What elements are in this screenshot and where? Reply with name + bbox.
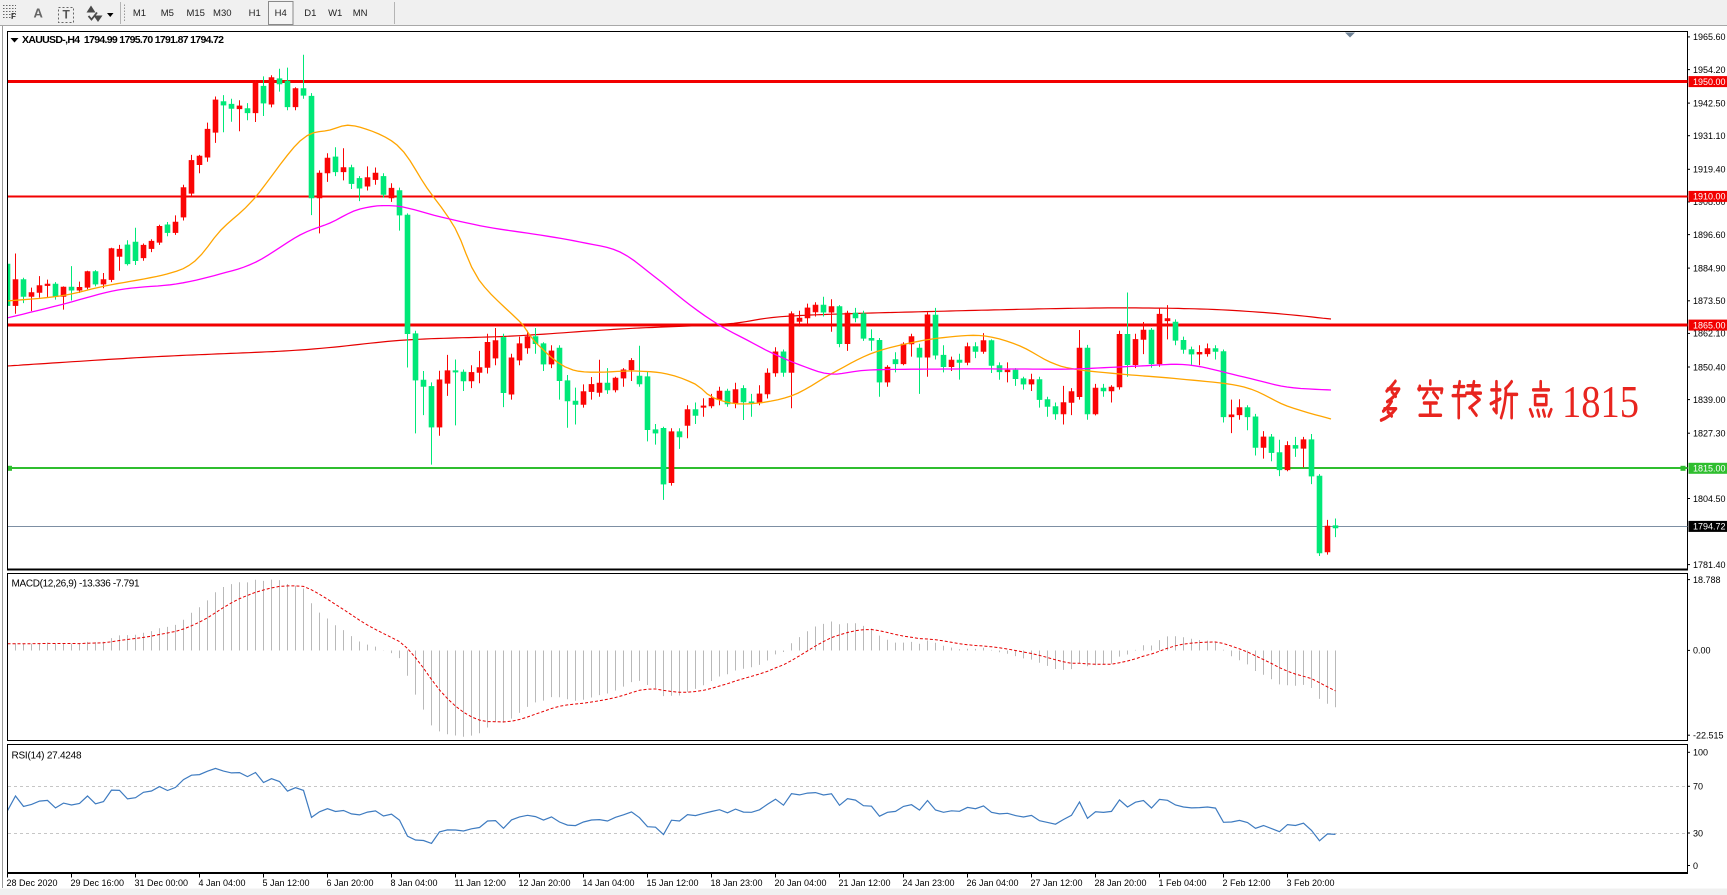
svg-text:29 Dec 16:00: 29 Dec 16:00 xyxy=(71,878,125,888)
svg-text:1815.00: 1815.00 xyxy=(1693,464,1726,474)
svg-text:M5: M5 xyxy=(161,8,174,19)
svg-text:11 Jan 12:00: 11 Jan 12:00 xyxy=(455,878,506,888)
svg-text:14 Jan 04:00: 14 Jan 04:00 xyxy=(583,878,635,888)
svg-text:5 Jan 12:00: 5 Jan 12:00 xyxy=(263,878,310,888)
svg-text:24 Jan 23:00: 24 Jan 23:00 xyxy=(903,878,955,888)
svg-text:1865.00: 1865.00 xyxy=(1693,320,1726,330)
svg-text:1884.90: 1884.90 xyxy=(1693,263,1726,273)
svg-text:1919.40: 1919.40 xyxy=(1693,165,1726,175)
svg-text:F: F xyxy=(11,12,16,21)
svg-text:1950.00: 1950.00 xyxy=(1693,77,1726,87)
svg-text:T: T xyxy=(63,8,71,22)
svg-text:1804.50: 1804.50 xyxy=(1693,494,1726,504)
svg-text:1 Feb 04:00: 1 Feb 04:00 xyxy=(1159,878,1207,888)
svg-text:1910.00: 1910.00 xyxy=(1693,192,1726,202)
svg-text:28 Dec 2020: 28 Dec 2020 xyxy=(7,878,58,888)
svg-text:21 Jan 12:00: 21 Jan 12:00 xyxy=(839,878,891,888)
svg-text:1954.20: 1954.20 xyxy=(1693,65,1726,75)
svg-text:0: 0 xyxy=(1693,861,1698,871)
svg-text:8 Jan 04:00: 8 Jan 04:00 xyxy=(391,878,438,888)
svg-text:1839.00: 1839.00 xyxy=(1693,395,1726,405)
svg-text:27 Jan 12:00: 27 Jan 12:00 xyxy=(1031,878,1083,888)
svg-text:30: 30 xyxy=(1693,828,1703,838)
svg-text:1850.40: 1850.40 xyxy=(1693,362,1726,372)
svg-text:100: 100 xyxy=(1693,748,1708,758)
svg-text:1862.10: 1862.10 xyxy=(1693,329,1726,339)
svg-text:20 Jan 04:00: 20 Jan 04:00 xyxy=(775,878,827,888)
svg-text:1873.50: 1873.50 xyxy=(1693,296,1726,306)
svg-text:15 Jan 12:00: 15 Jan 12:00 xyxy=(647,878,699,888)
svg-text:-22.515: -22.515 xyxy=(1693,731,1724,741)
svg-text:12 Jan 20:00: 12 Jan 20:00 xyxy=(519,878,571,888)
svg-text:3 Feb 20:00: 3 Feb 20:00 xyxy=(1287,878,1335,888)
svg-text:18 Jan 23:00: 18 Jan 23:00 xyxy=(711,878,763,888)
svg-text:D1: D1 xyxy=(304,8,316,19)
svg-text:H4: H4 xyxy=(275,8,287,19)
svg-text:6 Jan 20:00: 6 Jan 20:00 xyxy=(327,878,374,888)
svg-text:70: 70 xyxy=(1693,782,1703,792)
svg-text:1931.10: 1931.10 xyxy=(1693,131,1726,141)
svg-text:4 Jan 04:00: 4 Jan 04:00 xyxy=(199,878,246,888)
svg-text:RSI(14) 27.4248: RSI(14) 27.4248 xyxy=(12,751,82,762)
svg-text:MACD(12,26,9) -13.336 -7.791: MACD(12,26,9) -13.336 -7.791 xyxy=(12,579,140,590)
svg-text:1965.60: 1965.60 xyxy=(1693,32,1726,42)
svg-text:M1: M1 xyxy=(133,8,146,19)
svg-text:2 Feb 12:00: 2 Feb 12:00 xyxy=(1223,878,1271,888)
svg-text:0.00: 0.00 xyxy=(1693,646,1711,656)
svg-text:1827.30: 1827.30 xyxy=(1693,429,1726,439)
svg-text:M15: M15 xyxy=(186,8,204,19)
svg-text:A: A xyxy=(34,6,44,21)
svg-text:26 Jan 04:00: 26 Jan 04:00 xyxy=(967,878,1019,888)
svg-text:1781.40: 1781.40 xyxy=(1693,560,1726,570)
svg-text:M30: M30 xyxy=(213,8,231,19)
svg-text:H1: H1 xyxy=(249,8,261,19)
svg-text:1896.60: 1896.60 xyxy=(1693,230,1726,240)
svg-text:28 Jan 20:00: 28 Jan 20:00 xyxy=(1095,878,1147,888)
svg-text:31 Dec 00:00: 31 Dec 00:00 xyxy=(135,878,189,888)
svg-text:W1: W1 xyxy=(328,8,342,19)
svg-text:1815: 1815 xyxy=(1562,377,1639,427)
svg-text:1942.50: 1942.50 xyxy=(1693,98,1726,108)
svg-text:18.788: 18.788 xyxy=(1693,575,1721,585)
svg-text:XAUUSD-,H4 1794.99 1795.70 17: XAUUSD-,H4 1794.99 1795.70 1791.87 1794.… xyxy=(22,34,224,46)
svg-text:1908.00: 1908.00 xyxy=(1693,197,1726,207)
svg-text:MN: MN xyxy=(353,8,368,19)
svg-text:1794.72: 1794.72 xyxy=(1693,522,1726,532)
